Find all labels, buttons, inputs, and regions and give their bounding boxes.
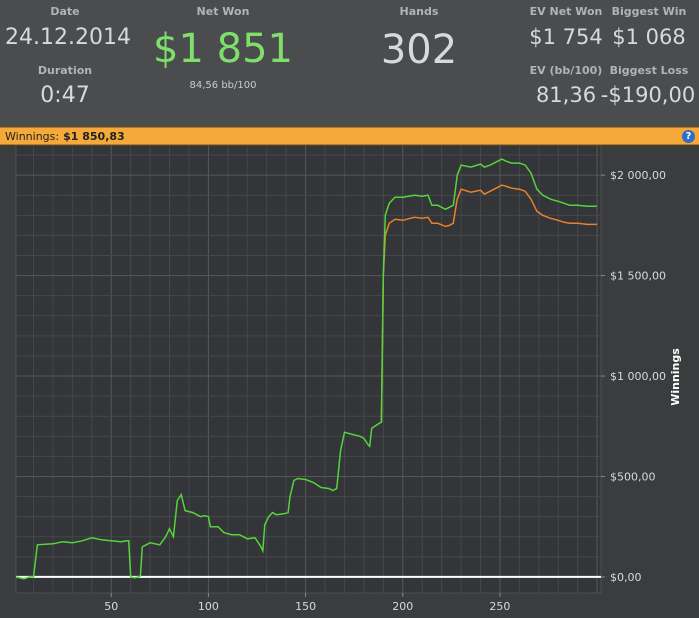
ev-bb-value: 81,36 <box>535 83 597 107</box>
net-won-value: $1 851 <box>153 26 293 72</box>
y-axis-label: Winnings <box>669 348 682 406</box>
ev-series-line <box>380 184 598 423</box>
duration-value: 0:47 <box>40 83 90 108</box>
biggest-win-value: $1 068 <box>612 25 686 49</box>
winnings-bar: Winnings: $1 850,83 ? <box>0 127 699 145</box>
grid-lines <box>16 145 601 593</box>
biggest-loss-value: -$190,00 <box>600 83 696 107</box>
date-label: Date <box>50 5 80 18</box>
ev-bb-label: EV (bb/100) <box>529 64 603 77</box>
x-tick-label: 50 <box>104 600 118 613</box>
y-tick-label: $500,00 <box>610 470 656 483</box>
y-tick-label: $2 000,00 <box>610 169 666 182</box>
date-value: 24.12.2014 <box>5 25 131 50</box>
winnings-series-line <box>15 158 598 580</box>
biggest-loss-label: Biggest Loss <box>609 64 689 77</box>
net-won-bb-per-100: 84,56 bb/100 <box>189 80 257 91</box>
x-tick-label: 200 <box>392 600 413 613</box>
hands-label: Hands <box>399 5 439 18</box>
ev-net-won-label: EV Net Won <box>529 5 603 18</box>
winnings-chart: $0,00$500,00$1 000,00$1 500,00$2 000,00 … <box>0 145 699 618</box>
y-tick-label: $1 500,00 <box>610 270 666 283</box>
winnings-total: $1 850,83 <box>63 130 125 143</box>
y-tick-label: $1 000,00 <box>610 370 666 383</box>
y-tick-label: $0,00 <box>610 571 642 584</box>
x-tick-label: 250 <box>489 600 510 613</box>
help-icon[interactable]: ? <box>682 130 695 143</box>
x-axis: 50 100 150 200 250 <box>104 593 510 613</box>
duration-label: Duration <box>37 64 93 77</box>
stats-panel: Date 24.12.2014 Duration 0:47 Net Won $1… <box>0 0 699 127</box>
winnings-summary: Winnings: $1 850,83 <box>5 130 125 143</box>
hands-value: 302 <box>380 27 458 73</box>
plot-area <box>15 145 602 594</box>
biggest-win-label: Biggest Win <box>611 5 687 18</box>
x-tick-label: 100 <box>198 600 219 613</box>
x-tick-label: 150 <box>295 600 316 613</box>
net-won-label: Net Won <box>196 5 250 18</box>
winnings-label: Winnings: <box>5 130 60 143</box>
ev-net-won-value: $1 754 <box>529 25 603 49</box>
y-axis: $0,00 $500,00 $1 000,00 $1 500,00 $2 000,00 <box>601 169 666 584</box>
